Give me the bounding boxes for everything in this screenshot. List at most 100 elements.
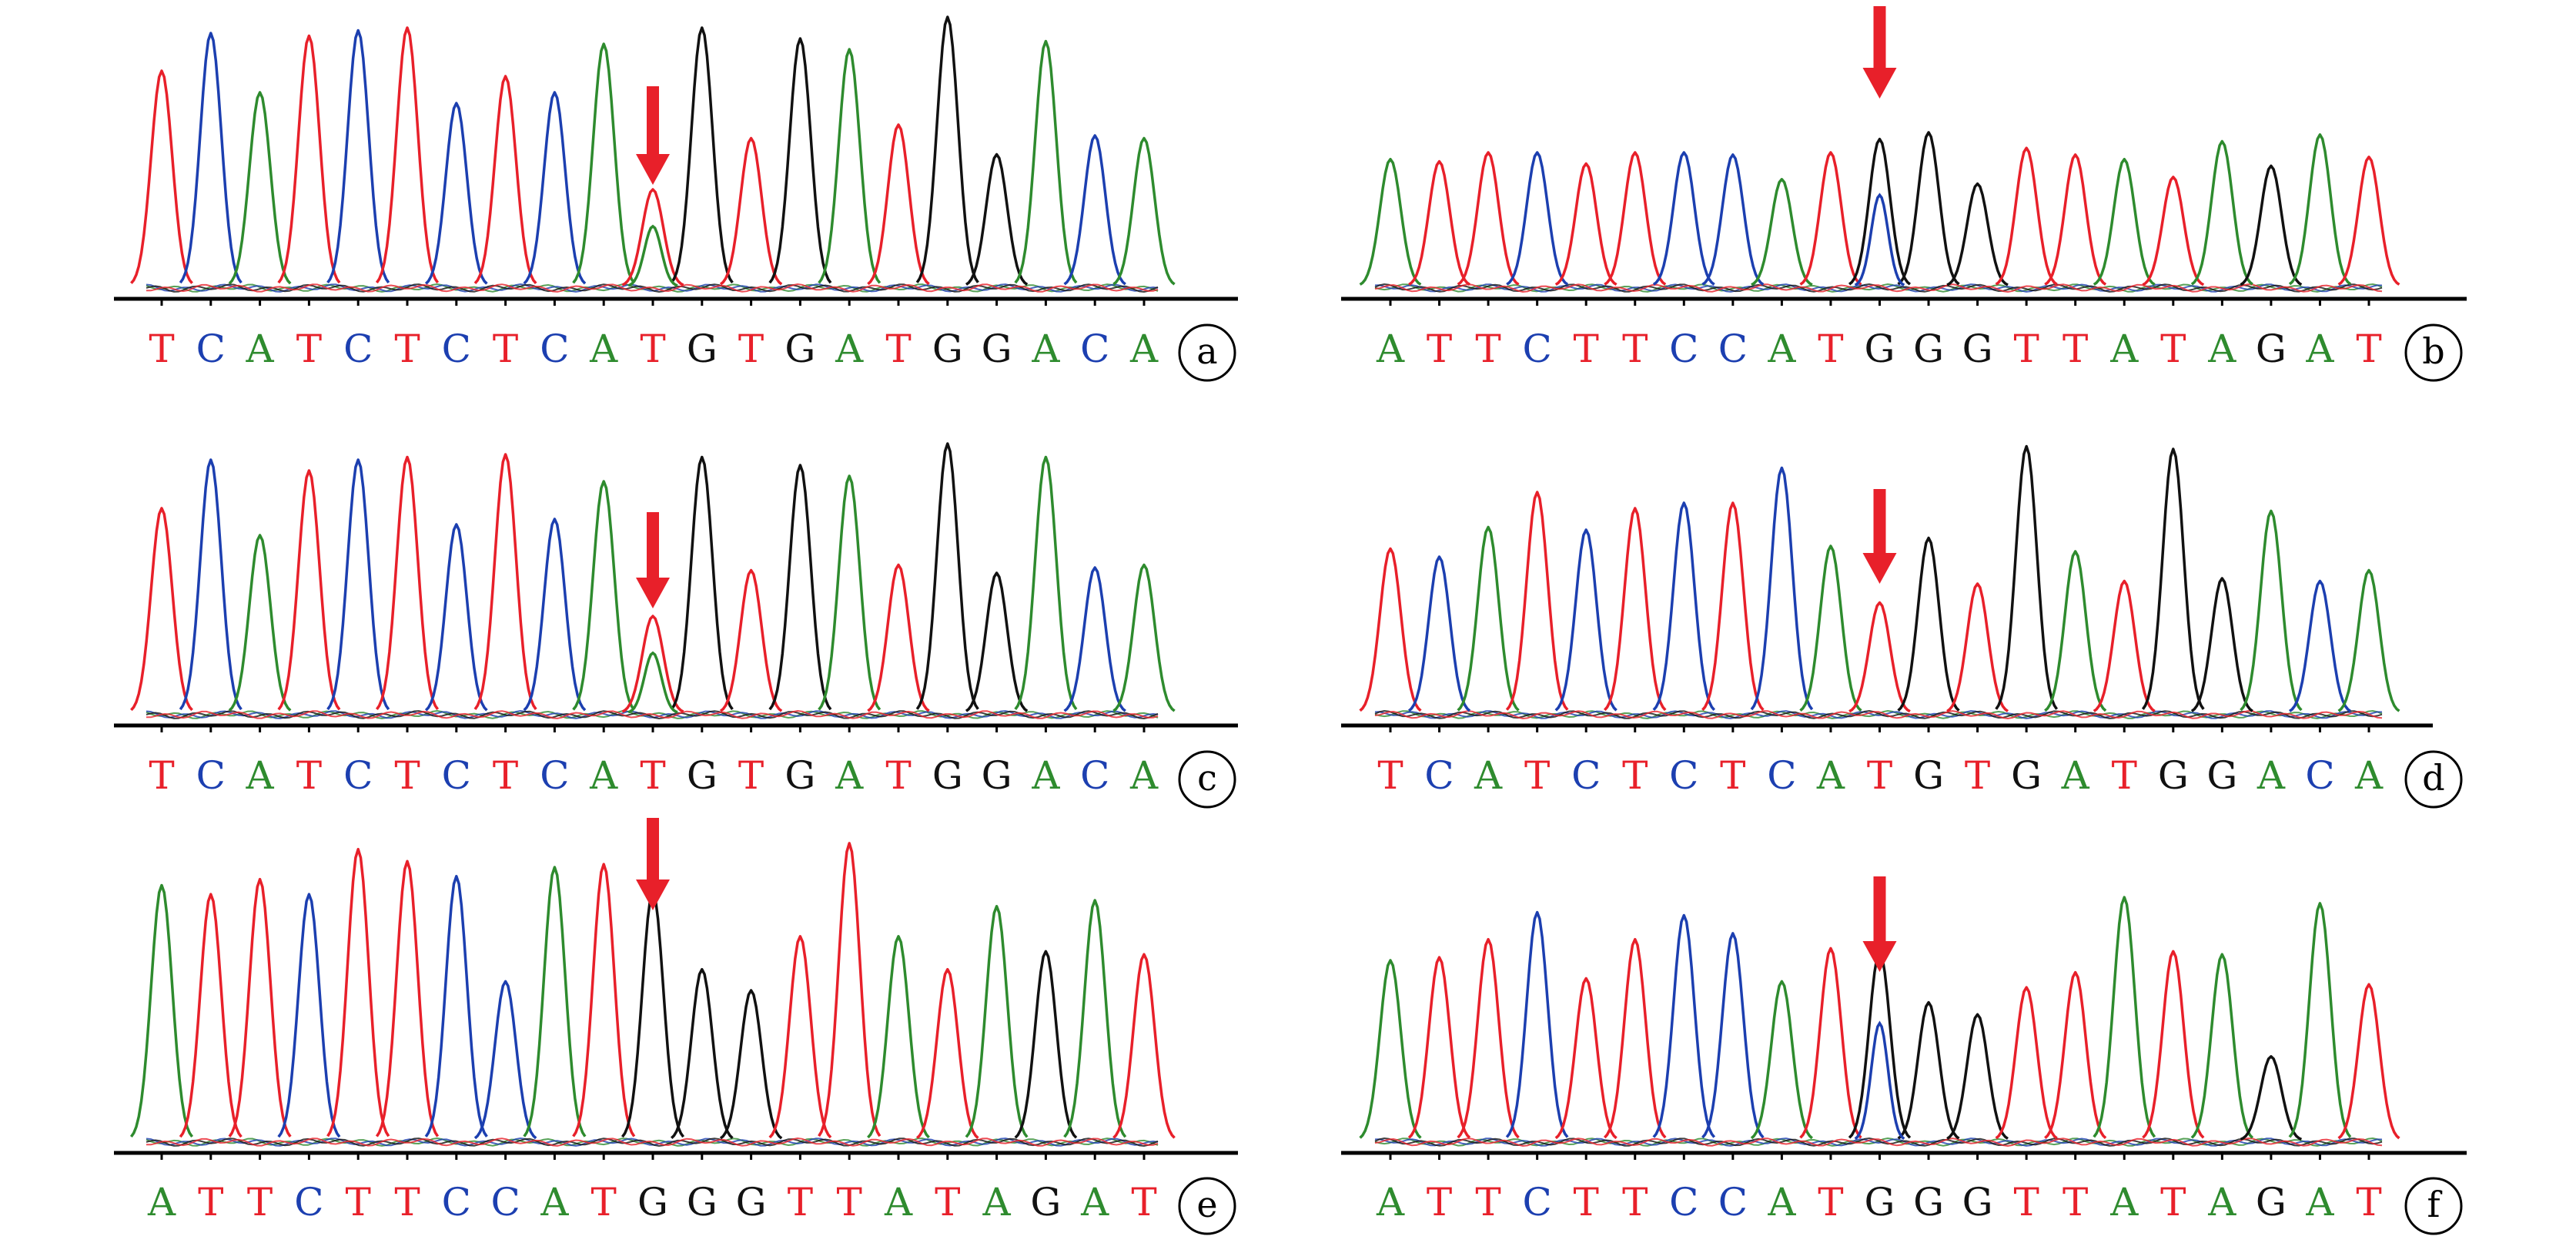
base-call-letter: C xyxy=(2305,753,2334,798)
base-call-letter: A xyxy=(589,753,618,798)
base-call-letter: A xyxy=(1816,753,1845,798)
secondary-peak-C xyxy=(1854,1020,1905,1141)
peak-A xyxy=(1359,959,1422,1139)
base-call-letter: G xyxy=(2256,1180,2287,1225)
base-call-letter: G xyxy=(785,753,815,798)
peak-T xyxy=(768,935,832,1139)
peak-T xyxy=(375,26,440,283)
base-call-letter: T xyxy=(2062,327,2088,371)
variant-arrow-shaft xyxy=(1873,489,1886,554)
base-call-letter: A xyxy=(1080,1180,1109,1225)
base-call-letter: C xyxy=(1523,327,1552,371)
base-call-letter: G xyxy=(982,327,1012,371)
base-call-letter: T xyxy=(1574,1180,1599,1225)
peak-G xyxy=(1848,950,1912,1139)
base-call-letter: A xyxy=(1767,327,1796,371)
baseline-trace-C xyxy=(1374,710,2383,719)
variant-arrow-head xyxy=(1862,941,1897,972)
peak-C xyxy=(1652,151,1715,286)
panel-label-circle xyxy=(2404,323,2463,382)
panel-label-circle xyxy=(1178,1177,1236,1235)
peak-T xyxy=(375,455,440,710)
peak-C xyxy=(424,523,488,712)
peak-T xyxy=(1995,146,2058,286)
base-call-letter: C xyxy=(196,753,226,798)
peak-T xyxy=(2093,579,2156,712)
baseline-trace-T xyxy=(146,709,1159,719)
base-call-letter: G xyxy=(2158,753,2189,798)
base-call-letter: G xyxy=(785,327,815,371)
baseline-trace-G xyxy=(1374,283,2383,293)
base-call-letter: G xyxy=(1913,753,1944,798)
base-call-letter: T xyxy=(296,753,322,798)
base-call-letter: A xyxy=(1767,1180,1796,1225)
base-call-letter: A xyxy=(2207,1180,2236,1225)
peak-A xyxy=(2240,509,2303,712)
peak-A xyxy=(1750,980,1813,1140)
peak-T xyxy=(375,859,440,1137)
base-call-letter: A xyxy=(1031,327,1060,371)
peak-T xyxy=(277,469,341,711)
base-call-letter: T xyxy=(149,327,174,371)
peak-C xyxy=(424,102,488,285)
peak-A xyxy=(1751,178,1813,286)
base-call-letter: T xyxy=(738,327,764,371)
base-call-letter: A xyxy=(1129,753,1159,798)
base-call-letter: T xyxy=(591,1180,617,1225)
variant-arrow-shaft xyxy=(647,86,659,156)
peak-T xyxy=(277,34,341,284)
peak-T xyxy=(719,568,783,712)
peak-A xyxy=(965,905,1029,1138)
variant-arrow-head xyxy=(636,578,670,608)
peak-T xyxy=(867,563,930,712)
base-call-letter: T xyxy=(2013,327,2039,371)
base-call-letter: T xyxy=(1818,1180,1843,1225)
peak-T xyxy=(1604,151,1667,286)
baseline-trace-C xyxy=(1374,283,2383,293)
peak-T xyxy=(1554,977,1618,1140)
peak-C xyxy=(1652,501,1716,712)
base-call-letter: G xyxy=(932,327,963,371)
variant-arrow-head xyxy=(1862,553,1897,584)
peak-A xyxy=(2190,953,2254,1139)
peak-T xyxy=(1946,582,2009,712)
base-call-letter: G xyxy=(1962,1180,1993,1225)
base-call-letter: T xyxy=(935,1180,960,1225)
base-call-letter: A xyxy=(1031,753,1060,798)
base-call-letter: T xyxy=(1574,327,1599,371)
peak-T xyxy=(621,615,684,713)
base-call-letter: T xyxy=(738,753,764,798)
base-call-letter: G xyxy=(1865,1180,1895,1225)
variant-arrow-head xyxy=(636,879,670,910)
peak-C xyxy=(179,458,243,711)
baseline-trace-T xyxy=(1374,283,2383,293)
peak-C xyxy=(424,875,488,1137)
panel-label: b xyxy=(2422,330,2444,372)
base-call-letter: A xyxy=(2305,327,2334,371)
peak-G xyxy=(719,989,783,1140)
peak-C xyxy=(2288,579,2351,712)
base-call-letter: G xyxy=(687,1180,718,1225)
secondary-peak-A xyxy=(627,224,678,287)
base-call-letter: A xyxy=(1376,327,1405,371)
peak-G xyxy=(2240,1055,2303,1141)
peak-T xyxy=(1457,151,1520,286)
peak-G xyxy=(670,455,734,710)
panel-label-circle xyxy=(2404,750,2463,809)
peak-A xyxy=(2093,157,2156,286)
base-call-letter: T xyxy=(1475,1180,1500,1225)
peak-A xyxy=(867,935,930,1139)
peak-A xyxy=(1014,39,1078,284)
base-call-letter: T xyxy=(247,1180,273,1225)
peak-A xyxy=(2044,550,2107,712)
peak-T xyxy=(473,453,537,710)
peak-A xyxy=(2288,902,2352,1138)
peak-T xyxy=(1359,547,1422,712)
base-call-letter: G xyxy=(2206,753,2237,798)
base-call-letter: A xyxy=(982,1180,1012,1225)
peak-T xyxy=(2337,983,2400,1140)
peak-G xyxy=(1848,137,1912,286)
